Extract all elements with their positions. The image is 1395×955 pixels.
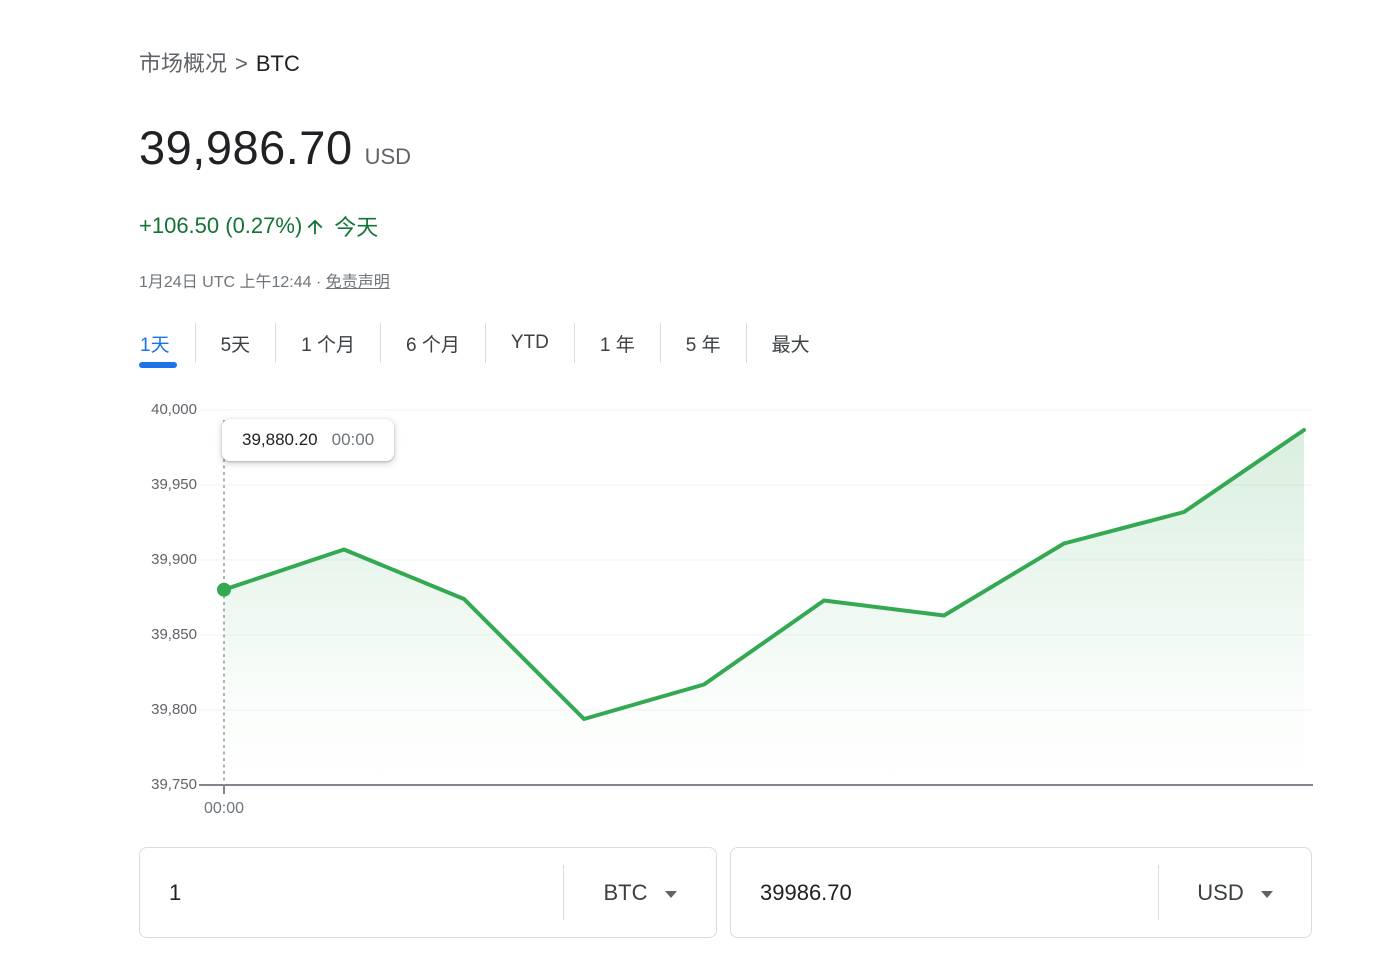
tab-divider bbox=[194, 323, 196, 363]
converter-from-box: BTC bbox=[139, 847, 717, 938]
y-tick-label: 40,000 bbox=[151, 401, 197, 418]
tab-divider bbox=[659, 323, 661, 363]
currency-select-from[interactable]: BTC bbox=[564, 880, 716, 906]
y-tick-label: 39,950 bbox=[151, 476, 197, 493]
tab-1-day[interactable]: 1天 bbox=[139, 318, 195, 368]
tab-5-day[interactable]: 5天 bbox=[220, 334, 251, 356]
tab-1-year[interactable]: 1 年 bbox=[599, 334, 635, 356]
tooltip-time: 00:00 bbox=[331, 430, 375, 449]
breadcrumb-market-overview-link[interactable]: 市场概况 bbox=[139, 51, 228, 76]
y-tick-label: 39,900 bbox=[151, 551, 197, 568]
tab-divider bbox=[484, 323, 486, 363]
currency-to-label: USD bbox=[1197, 879, 1244, 905]
change-period-label: 今天 bbox=[334, 215, 379, 240]
tab-ytd[interactable]: YTD bbox=[510, 332, 549, 353]
dot-separator: · bbox=[315, 274, 322, 291]
y-tick-label: 39,850 bbox=[151, 626, 197, 643]
price-row: 39,986.70 USD bbox=[139, 120, 411, 175]
amount-input-from[interactable] bbox=[140, 848, 563, 937]
breadcrumb-symbol: BTC bbox=[255, 51, 300, 76]
breadcrumb-separator: > bbox=[235, 51, 248, 76]
y-tick-label: 39,800 bbox=[151, 701, 197, 718]
tab-divider bbox=[380, 323, 382, 363]
converter-divider bbox=[563, 865, 564, 920]
dropdown-arrow-icon bbox=[664, 890, 677, 898]
quote-timestamp: 1月24日 UTC 上午12:44 bbox=[139, 274, 312, 291]
price-change: +106.50 (0.27%) bbox=[139, 213, 303, 238]
amount-input-to[interactable] bbox=[731, 848, 1158, 937]
chart-tooltip: 39,880.20 00:00 bbox=[222, 419, 395, 461]
tab-divider bbox=[745, 323, 747, 363]
tab-divider bbox=[573, 323, 575, 363]
time-range-tabs: 1天 5天 1 个月 6 个月 YTD 1 年 5 年 最大 bbox=[139, 318, 835, 368]
y-tick-label: 39,750 bbox=[151, 776, 197, 793]
tab-divider bbox=[275, 323, 277, 363]
converter-divider bbox=[1158, 865, 1159, 920]
converter-to-box: USD bbox=[730, 847, 1312, 938]
currency-converter: BTC USD bbox=[139, 847, 1312, 938]
arrow-up-icon bbox=[304, 215, 326, 237]
price-change-row: +106.50 (0.27%) 今天 bbox=[139, 210, 378, 242]
price-value: 39,986.70 bbox=[139, 121, 353, 174]
price-chart: 40,000 39,950 39,900 39,850 39,800 39,750 00:… bbox=[0, 395, 1395, 825]
tab-5-year[interactable]: 5 年 bbox=[685, 334, 721, 356]
price-currency: USD bbox=[364, 144, 412, 169]
tab-max[interactable]: 最大 bbox=[771, 334, 810, 356]
disclaimer-link[interactable]: 免责声明 bbox=[325, 274, 390, 291]
tooltip-price: 39,880.20 bbox=[242, 430, 318, 449]
quote-timestamp-row: 1月24日 UTC 上午12:44 · 免责声明 bbox=[139, 268, 390, 292]
tab-1-month[interactable]: 1 个月 bbox=[301, 334, 356, 356]
currency-from-label: BTC bbox=[603, 879, 648, 905]
dropdown-arrow-icon bbox=[1260, 890, 1273, 898]
tab-6-month[interactable]: 6 个月 bbox=[406, 334, 460, 356]
chart-svg[interactable] bbox=[0, 395, 1395, 825]
x-axis-tick-label: 00:00 bbox=[203, 800, 245, 817]
breadcrumb: 市场概况 > BTC bbox=[139, 46, 300, 78]
currency-select-to[interactable]: USD bbox=[1159, 880, 1311, 906]
